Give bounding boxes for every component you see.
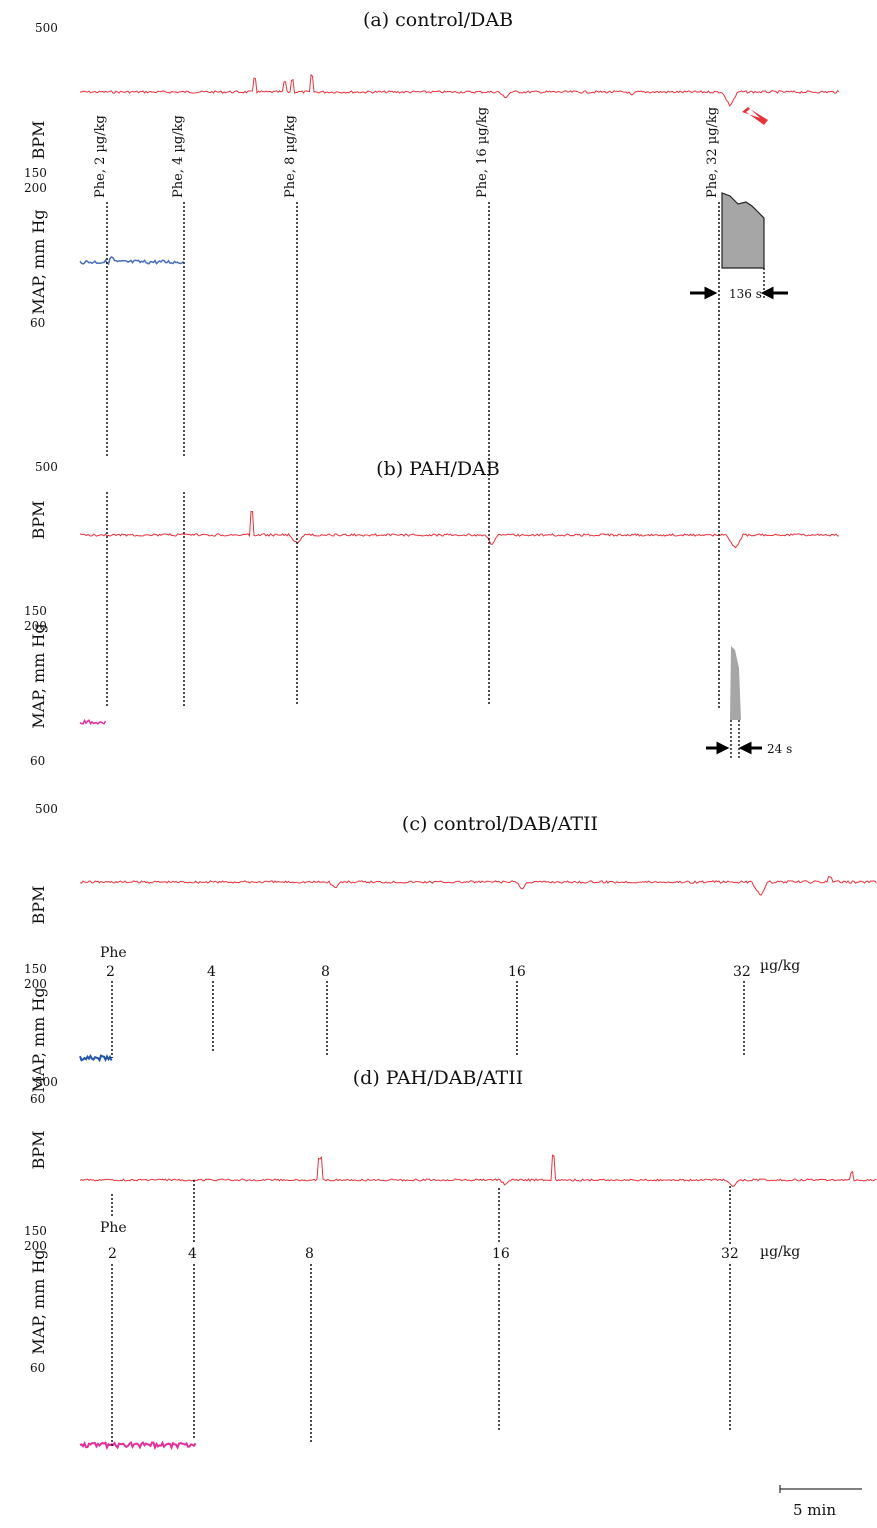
panel-b-right-arrow xyxy=(738,741,762,755)
panel-a-map-tick-60: 60 xyxy=(30,316,45,330)
panel-a: (a) control/DAB 500 BPM 150 200 MAP, mm … xyxy=(24,9,840,330)
panel-d-title: (d) PAH/DAB/ATII xyxy=(353,1067,523,1089)
panel-a-shaded-area xyxy=(721,192,765,269)
panel-d-map-label: MAP, mm Hg xyxy=(29,1249,48,1354)
panel-a-right-arrow xyxy=(760,286,788,300)
panel-a-bpm-trace xyxy=(79,73,840,107)
panel-c-dose-unit: µg/kg xyxy=(760,958,800,974)
panel-c-bpm-tick-150: 150 xyxy=(24,962,47,976)
panel-c-map-tick-60: 60 xyxy=(30,1092,45,1106)
panel-b-bpm-trace xyxy=(79,510,839,549)
panel-d-bpm-tick-500: 500 xyxy=(35,1075,58,1089)
panel-a-dose-2: Phe, 4 µg/kg xyxy=(171,115,186,198)
panel-c-map-trace xyxy=(79,1053,113,1063)
panel-c-dose-prefix: Phe xyxy=(100,945,127,961)
panel-a-map-label: MAP, mm Hg xyxy=(29,209,48,314)
panel-c-title: (c) control/DAB/ATII xyxy=(402,813,598,835)
panel-b: (b) PAH/DAB 500 BPM 150 200 MAP, mm Hg 6… xyxy=(24,458,839,768)
panel-a-bpm-tick-500: 500 xyxy=(35,21,58,35)
panel-a-dose-5: Phe, 32 µg/kg xyxy=(705,107,720,198)
panel-c-dose-4: 16 xyxy=(508,964,526,980)
panel-d-dose-5: 32 xyxy=(721,1246,739,1262)
panel-c-bpm-label: BPM xyxy=(29,886,48,925)
panel-d-dose-2: 4 xyxy=(188,1246,197,1262)
panel-d-dose-1: 2 xyxy=(108,1246,117,1262)
panel-d-bpm-label: BPM xyxy=(29,1131,48,1170)
panel-c-bpm-trace xyxy=(79,876,877,896)
panel-d-dose-3: 8 xyxy=(305,1246,314,1262)
panel-d-dose-guides xyxy=(111,1180,731,1448)
panel-d-dose-unit: µg/kg xyxy=(760,1244,800,1260)
panel-c-dose-3: 8 xyxy=(321,964,330,980)
panel-a-map-tick-200: 200 xyxy=(24,181,47,195)
panel-a-dose-4: Phe, 16 µg/kg xyxy=(475,107,490,198)
panel-b-bpm-tick-500: 500 xyxy=(35,460,58,474)
panel-a-title: (a) control/DAB xyxy=(363,9,513,31)
panel-c-dose-1: 2 xyxy=(106,964,115,980)
scale-bar: 5 min xyxy=(779,1485,862,1519)
panel-c-map-tick-200: 200 xyxy=(24,977,47,991)
panel-a-duration-label: 136 s xyxy=(729,287,762,301)
panel-b-title: (b) PAH/DAB xyxy=(376,458,500,480)
dose-guides-ab xyxy=(106,202,720,710)
panel-b-bpm-label: BPM xyxy=(29,501,48,540)
panel-b-map-tick-200: 200 xyxy=(24,619,47,633)
panel-d-dose-prefix: Phe xyxy=(100,1220,127,1236)
panel-a-left-arrow xyxy=(690,286,718,300)
panel-a-dose-3: Phe, 8 µg/kg xyxy=(283,115,298,198)
panel-d: (d) PAH/DAB/ATII 500 BPM 150 200 MAP, mm… xyxy=(24,1067,877,1451)
panel-c-bpm-tick-500: 500 xyxy=(35,802,58,816)
panel-d-map-trace xyxy=(79,1440,197,1451)
panel-b-shaded-area xyxy=(730,646,741,720)
panel-d-map-tick-200: 200 xyxy=(24,1239,47,1253)
panel-b-map-trace xyxy=(79,718,107,726)
panel-d-map-tick-60: 60 xyxy=(30,1361,45,1375)
panel-c-dose-guides xyxy=(111,981,745,1058)
panel-a-map-trace xyxy=(79,255,184,266)
panel-c-map-label: MAP, mm Hg xyxy=(29,987,48,1092)
panel-d-dose-4: 16 xyxy=(492,1246,510,1262)
panel-c: (c) control/DAB/ATII 500 BPM 150 200 MAP… xyxy=(24,802,877,1106)
panel-d-bpm-trace xyxy=(79,1154,877,1188)
panel-c-dose-5: 32 xyxy=(733,964,751,980)
panel-a-red-arrow xyxy=(742,107,768,125)
panel-a-dose-1: Phe, 2 µg/kg xyxy=(93,115,108,198)
panel-a-bpm-tick-150: 150 xyxy=(24,166,47,180)
panel-d-bpm-tick-150: 150 xyxy=(24,1224,47,1238)
panel-c-dose-2: 4 xyxy=(207,964,216,980)
panel-b-left-arrow xyxy=(706,741,730,755)
panel-b-map-tick-60: 60 xyxy=(30,754,45,768)
panel-b-bpm-tick-150: 150 xyxy=(24,604,47,618)
panel-b-duration-label: 24 s xyxy=(767,742,792,756)
panel-b-map-label: MAP, mm Hg xyxy=(29,623,48,728)
panel-a-bpm-label: BPM xyxy=(29,121,48,160)
scale-bar-label: 5 min xyxy=(793,1501,836,1519)
